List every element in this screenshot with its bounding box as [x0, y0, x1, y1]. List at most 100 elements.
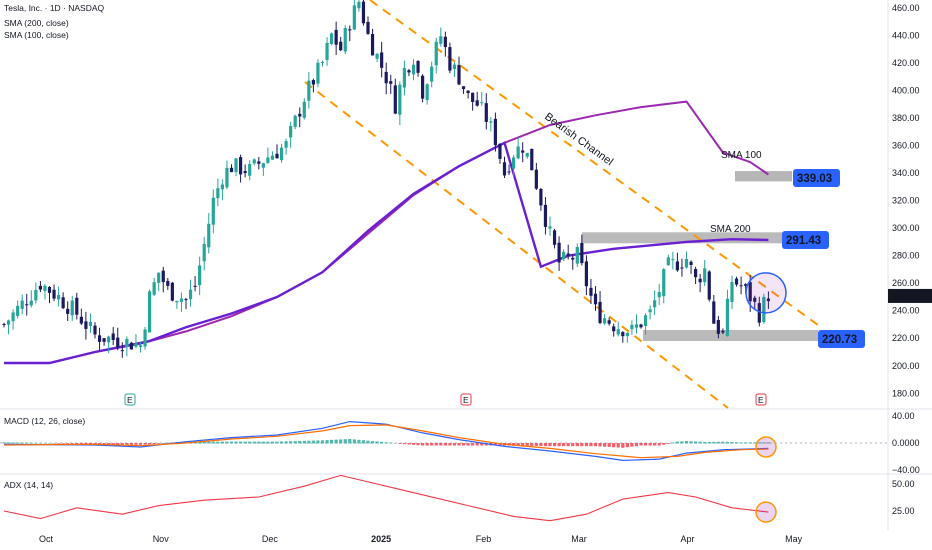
macd-histogram-bar: [234, 441, 238, 444]
candle-body: [357, 1, 361, 9]
macd-histogram-bar: [16, 442, 20, 444]
legend-sma200: SMA (200, close): [4, 18, 69, 28]
macd-histogram-bar: [721, 441, 725, 444]
candle-body: [634, 324, 639, 328]
candle-body: [161, 270, 165, 283]
candle-body: [284, 141, 288, 148]
earnings-marker-text: E: [758, 395, 764, 405]
candle-body: [680, 267, 684, 269]
candle-body: [257, 161, 261, 164]
macd-histogram-bar: [566, 443, 570, 447]
macd-histogram-bar: [79, 443, 83, 444]
candle-body: [398, 84, 402, 115]
candle-body: [753, 297, 757, 302]
macd-histogram-bar: [25, 442, 29, 444]
macd-histogram-bar: [216, 441, 220, 444]
support-zone-220: [643, 329, 818, 341]
macd-histogram-bar: [607, 443, 611, 447]
price-axis-tick-label: 240.00: [892, 306, 920, 316]
macd-histogram-bar: [575, 443, 579, 447]
macd-histogram-bar: [712, 441, 716, 444]
macd-histogram-bar: [34, 442, 38, 444]
macd-histogram-bar: [66, 443, 70, 444]
badge-220-bg: [818, 330, 865, 348]
candle-body: [266, 157, 270, 163]
candle-body: [70, 300, 74, 316]
price-axis-tick-label: 400.00: [892, 86, 920, 96]
candle-body: [339, 41, 343, 51]
macd-histogram-bar: [493, 443, 497, 446]
macd-histogram-bar: [398, 443, 402, 444]
macd-histogram-bar: [593, 443, 598, 447]
macd-histogram-bar: [521, 443, 525, 446]
macd-histogram-bar: [320, 440, 325, 444]
price-axis-tick-label: 320.00: [892, 196, 920, 206]
candle-body: [703, 268, 707, 283]
candle-body: [193, 285, 197, 287]
time-axis-tick-label: Mar: [571, 534, 587, 544]
macd-histogram-bar: [430, 443, 434, 446]
macd-histogram-bar: [2, 442, 6, 444]
candle-body: [525, 152, 529, 157]
candle-body: [694, 269, 698, 278]
candle-body: [539, 188, 543, 206]
macd-histogram-bar: [657, 443, 661, 446]
candle-body: [47, 286, 52, 293]
macd-histogram-bar: [325, 440, 329, 444]
macd-histogram-bar: [348, 438, 352, 444]
candle-body: [334, 29, 338, 45]
candle-body: [252, 159, 256, 164]
macd-histogram-bar: [539, 443, 543, 447]
macd-histogram-bar: [143, 443, 147, 445]
macd-histogram-bar: [298, 440, 302, 444]
macd-histogram-bar: [757, 442, 761, 444]
badge-291-bg: [782, 231, 829, 249]
candle-body: [425, 84, 429, 101]
candle-body: [188, 289, 193, 300]
candle-body: [457, 64, 461, 85]
candle-body: [170, 282, 174, 301]
candle-body: [143, 329, 147, 347]
candle-body: [243, 171, 247, 174]
candle-body: [34, 289, 38, 301]
macd-histogram-bar: [47, 443, 52, 444]
macd-histogram-bar: [6, 442, 11, 444]
macd-histogram-bar: [457, 443, 461, 446]
price-axis-tick-label: 180.00: [892, 388, 920, 398]
candle-body: [621, 332, 625, 337]
candle-body: [307, 80, 311, 101]
macd-histogram-bar: [38, 442, 42, 444]
candle-body: [311, 80, 315, 85]
macd-histogram-bar: [557, 443, 561, 447]
macd-highlight-circle: [755, 436, 777, 458]
adx-axis-tick-label: 25.00: [892, 506, 915, 516]
candle-body: [239, 157, 243, 175]
macd-histogram-bar: [111, 443, 115, 445]
candle-body: [107, 336, 111, 343]
macd-histogram-bar: [389, 442, 393, 444]
macd-histogram-bar: [252, 441, 256, 444]
macd-histogram-bar: [311, 440, 315, 444]
candle-body: [20, 300, 24, 309]
candle-body: [134, 343, 138, 347]
macd-histogram-bar: [270, 441, 275, 444]
macd-axis-tick-label: −40.00: [892, 465, 920, 475]
macd-histogram-bar: [366, 440, 370, 444]
candle-body: [361, 1, 366, 24]
candle-body: [562, 251, 566, 260]
candle-body: [484, 103, 488, 122]
macd-histogram-bar: [289, 441, 293, 444]
candle-body: [653, 300, 657, 308]
candle-body: [534, 169, 538, 189]
candle-body: [448, 47, 452, 71]
macd-histogram-bar: [302, 440, 306, 444]
macd-histogram-bar: [739, 442, 743, 444]
macd-histogram-bar: [61, 443, 65, 444]
macd-histogram-bar: [748, 442, 752, 444]
macd-histogram-bar: [416, 443, 420, 446]
macd-histogram-bar: [166, 442, 170, 444]
macd-histogram-bar: [603, 443, 607, 447]
candle-body: [411, 64, 416, 75]
candle-body: [325, 42, 329, 60]
